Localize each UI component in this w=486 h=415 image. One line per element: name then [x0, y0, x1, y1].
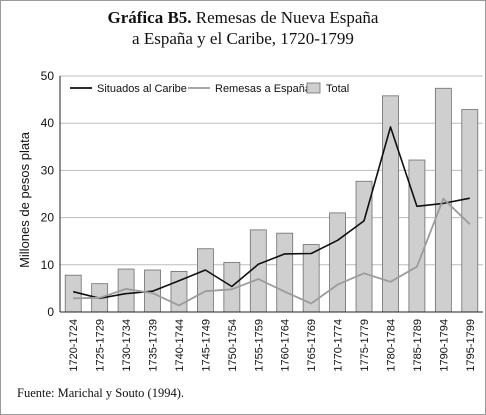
y-tick-label: 40: [41, 116, 55, 130]
x-tick-label: 1750-1754: [227, 319, 239, 372]
x-tick-label: 1795-1799: [465, 319, 477, 372]
x-tick-label: 1760-1764: [280, 319, 292, 372]
line-situados-al-caribe: [73, 126, 470, 300]
y-axis-title: Millones de pesos plata: [17, 131, 32, 268]
bar-total: [249, 229, 267, 313]
x-tick-label: 1725-1729: [95, 319, 107, 372]
legend-label-remesas: Remesas a España: [215, 83, 312, 95]
legend-label-total: Total: [326, 83, 349, 95]
legend-label-situados: Situados al Caribe: [97, 83, 187, 95]
x-tick-label: 1755-1759: [253, 319, 265, 372]
chart-title-prefix: Gráfica B5.: [107, 8, 192, 27]
x-tick-label: 1790-1794: [438, 319, 450, 372]
y-tick-label: 50: [41, 69, 55, 83]
chart-title-line-2: a España y el Caribe, 1720-1799: [132, 29, 354, 48]
y-tick-label: 20: [41, 211, 55, 225]
source-note: Fuente: Marichal y Souto (1994).: [17, 386, 184, 400]
y-tick-label: 30: [41, 163, 55, 177]
x-tick-label: 1735-1739: [148, 319, 160, 372]
x-tick-label: 1770-1774: [333, 319, 345, 372]
bar-total: [329, 212, 346, 313]
x-tick-label: 1785-1789: [412, 319, 424, 372]
x-tick-label: 1720-1724: [68, 319, 80, 372]
bar-total: [408, 159, 426, 313]
x-tick-label: 1780-1784: [385, 319, 397, 372]
chart-title-rest: Remesas de Nueva España: [191, 8, 379, 27]
x-tick-label: 1775-1779: [359, 319, 371, 372]
x-tick-label: 1745-1749: [200, 319, 212, 372]
x-tick-label: 1740-1744: [174, 319, 186, 372]
y-tick-label: 10: [41, 258, 55, 272]
bar-total: [276, 232, 294, 313]
x-tick-label: 1765-1769: [306, 319, 318, 372]
bar-total: [197, 248, 214, 313]
chart-title-line-1: Gráfica B5. Remesas de Nueva España: [0, 8, 486, 28]
legend-swatch-total: [306, 82, 321, 94]
line-remesas-a-espana: [73, 197, 471, 307]
x-tick-label: 1730-1734: [121, 319, 133, 372]
y-tick-label: 0: [47, 305, 54, 319]
bar-total: [461, 109, 479, 313]
